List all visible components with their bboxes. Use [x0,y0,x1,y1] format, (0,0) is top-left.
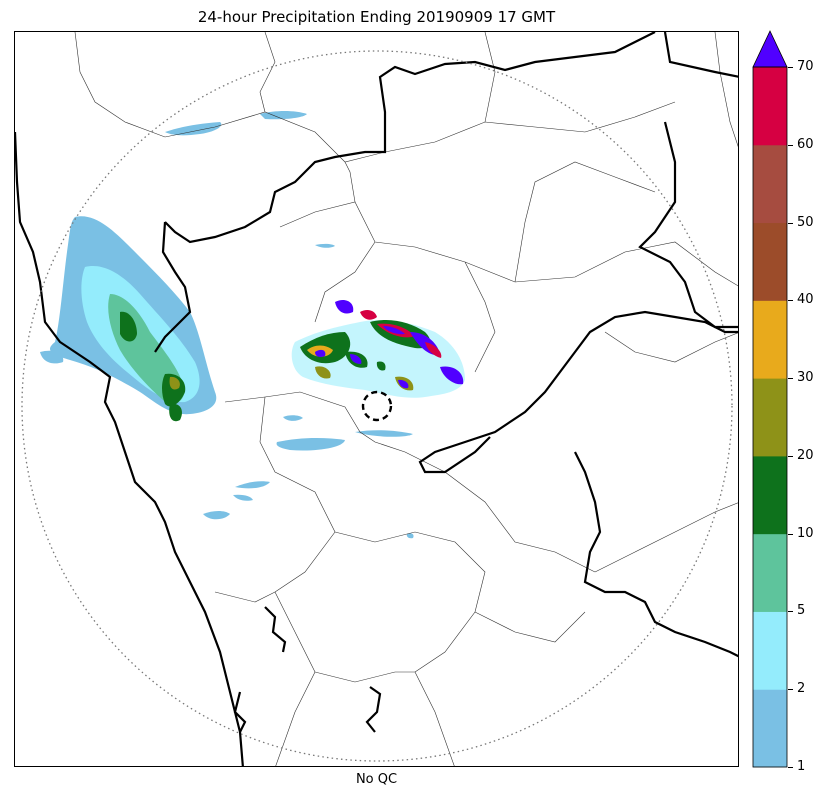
colorbar-tick-label: 70 [797,59,814,74]
colorbar-tick-label: 40 [797,292,814,308]
district-boundaries [74,32,738,766]
range-ring [21,50,733,762]
colorbar-segment [753,455,787,535]
map-panel [14,31,739,767]
colorbar-tick-mark [788,300,793,302]
radar-site-marker [361,390,393,422]
colorbar-tick-label: 10 [797,525,814,541]
chart-title: 24-hour Precipitation Ending 20190909 17… [197,8,556,26]
precip-light-bands [165,111,414,539]
colorbar-segment [753,611,787,690]
colorbar-segment [753,533,787,612]
colorbar-segment [753,689,787,768]
colorbar-extend-arrow [752,30,788,68]
colorbar-segments [753,67,787,768]
colorbar-tick-label: 2 [797,681,806,697]
map-canvas [15,32,738,766]
state-boundaries [15,32,738,766]
colorbar-segment [753,300,787,379]
colorbar-tick-mark [788,378,793,380]
colorbar-tick-mark [788,67,793,68]
colorbar-segment [753,378,787,457]
colorbar-tick-mark [788,455,793,457]
colorbar-tick-label: 60 [797,136,814,152]
colorbar-segment [753,67,787,146]
colorbar-tick-label: 5 [797,603,806,619]
colorbar-segment [753,144,787,224]
precip-west-cluster [40,216,217,422]
precip-central-cluster [291,300,465,398]
colorbar-tick-mark [788,144,793,146]
colorbar [752,30,788,768]
colorbar-tick-mark [788,611,793,613]
colorbar-tick-label: 20 [797,447,814,463]
colorbar-tick-label: 50 [797,214,814,230]
colorbar-tick-label: 1 [797,759,806,774]
colorbar-tick-mark [788,689,793,691]
colorbar-outline [752,66,788,768]
colorbar-segment [753,222,787,301]
colorbar-tick-mark [788,767,793,768]
colorbar-tick-label: 30 [797,370,814,386]
colorbar-tick-mark [788,222,793,224]
colorbar-tick-mark [788,533,793,535]
x-axis-label: No QC [355,772,398,787]
